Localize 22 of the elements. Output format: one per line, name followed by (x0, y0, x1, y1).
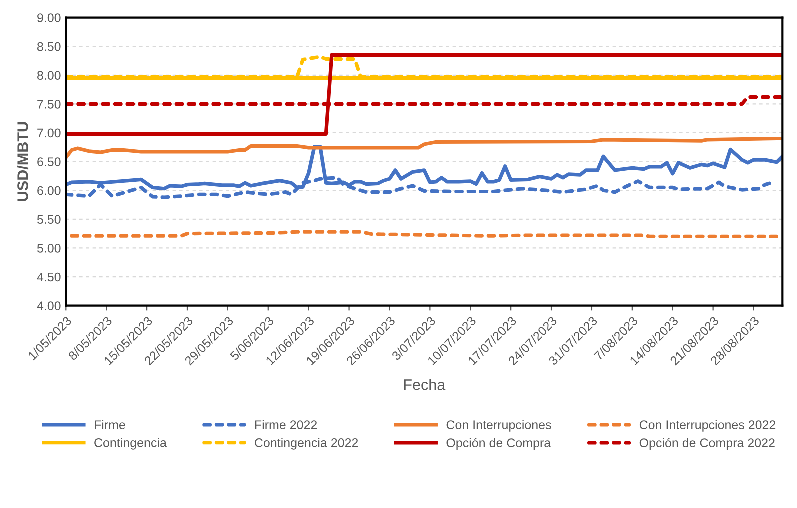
y-tick-label: 4.50 (37, 272, 61, 282)
legend-label: Opción de Compra (446, 438, 552, 450)
legend-label: Con Interrupciones 2022 (640, 420, 776, 432)
y-tick-label: 5.00 (37, 244, 61, 253)
y-tick-label: 8.50 (38, 42, 61, 52)
legend-label: Firme (95, 420, 126, 430)
legend-label: Con Interrupciones (446, 420, 552, 432)
legend-label: Contingencia (94, 438, 167, 450)
y-axis-title: USD/MBTU (17, 122, 29, 202)
y-tick-label: 8.00 (38, 71, 61, 80)
y-tick-label: 7.50 (38, 100, 61, 109)
y-tick-label: 9.00 (38, 14, 61, 22)
legend-label: Contingencia 2022 (255, 438, 358, 450)
y-tick-label: 7.00 (38, 128, 61, 138)
y-tick-label: 5.50 (37, 215, 61, 224)
x-axis-title: Fecha (404, 379, 446, 390)
line-series (66, 136, 783, 160)
y-tick-label: 4.00 (37, 302, 61, 310)
legend-label: Firme 2022 (255, 420, 318, 430)
y-tick-label: 6.00 (38, 186, 61, 196)
y-tick-label: 6.50 (38, 158, 61, 166)
legend-label: Opción de Compra 2022 (640, 438, 775, 450)
